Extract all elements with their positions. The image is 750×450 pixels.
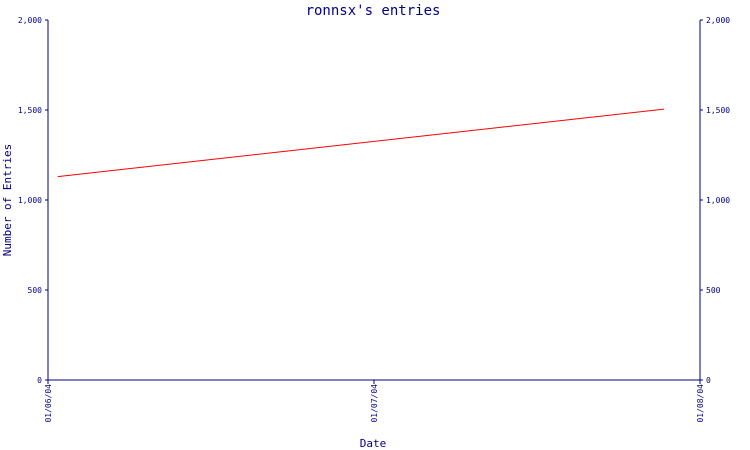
x-ticks: 01/06/04 01/07/04 01/08/04 — [44, 380, 705, 423]
x-tick-label: 01/08/04 — [696, 384, 705, 423]
y-axis-label: Number of Entries — [1, 144, 14, 257]
x-tick-label: 01/06/04 — [44, 384, 53, 423]
y-tick-label-right: 500 — [706, 286, 721, 295]
x-tick-label: 01/07/04 — [370, 384, 379, 423]
series-layer — [57, 108, 665, 178]
y-tick-label-left: 500 — [28, 286, 43, 295]
plot-area — [47, 20, 701, 381]
chart-title: ronnsx's entries — [306, 3, 441, 19]
x-axis-label: Date — [360, 437, 387, 450]
series-line — [57, 108, 665, 178]
y-ticks-left: 0 500 1,000 1,500 2,000 — [18, 16, 48, 385]
y-tick-label-right: 2,000 — [706, 16, 730, 25]
y-tick-label-right: 0 — [706, 376, 711, 385]
y-tick-label-right: 1,000 — [706, 196, 730, 205]
y-tick-label-left: 0 — [37, 376, 42, 385]
y-tick-label-left: 1,000 — [18, 196, 42, 205]
y-tick-label-right: 1,500 — [706, 106, 730, 115]
y-tick-label-left: 1,500 — [18, 106, 42, 115]
y-ticks-right: 0 500 1,000 1,500 2,000 — [700, 16, 730, 385]
y-tick-label-left: 2,000 — [18, 16, 42, 25]
